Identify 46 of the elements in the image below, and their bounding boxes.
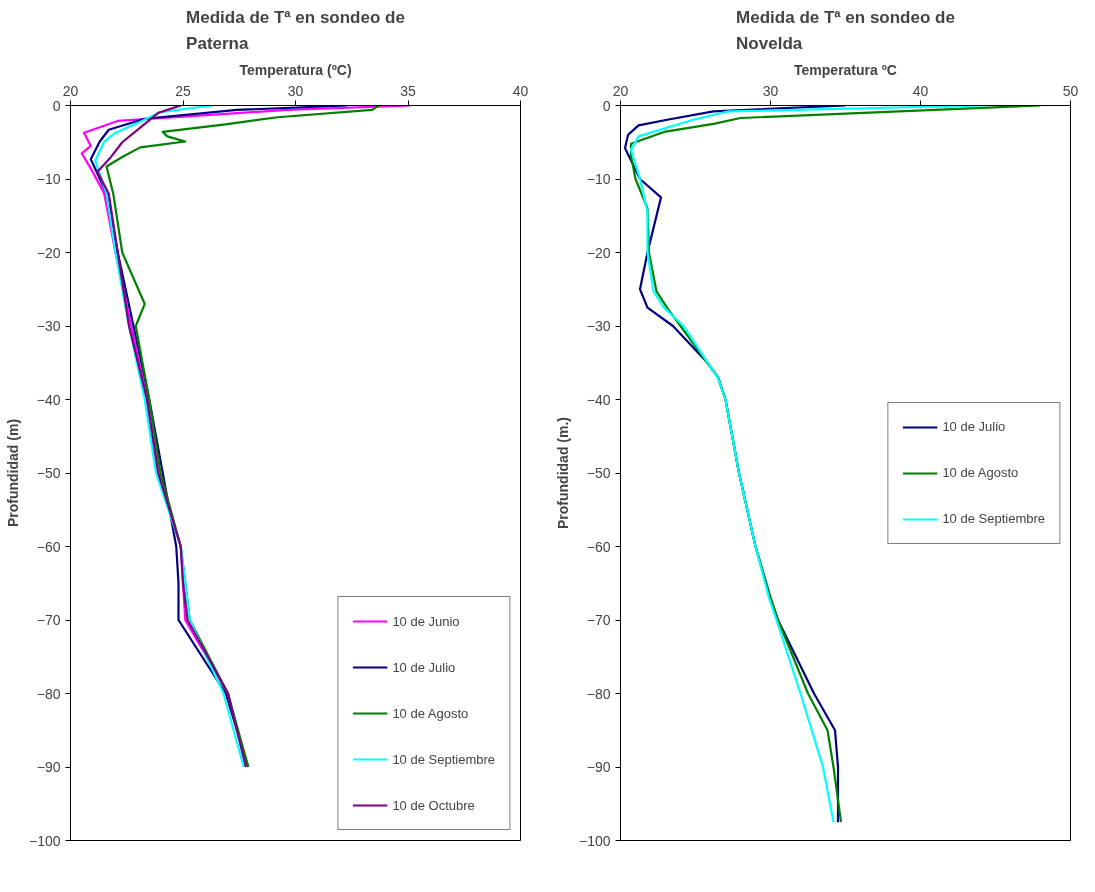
y-tick-label: −100 (578, 832, 611, 849)
y-tick-label: −100 (28, 832, 61, 849)
y-tick-label: 0 (602, 97, 611, 114)
legend-label: 10 de Julio (942, 419, 1006, 434)
x-tick-label: 30 (287, 82, 304, 99)
y-tick-label: −10 (36, 171, 61, 187)
chart-title: Medida de Tª en sondeo de Paterna (186, 7, 405, 54)
x-axis-title: Temperatura ºC (794, 61, 897, 78)
x-tick-label: 50 (1062, 82, 1079, 99)
x-tick-label: 30 (762, 82, 779, 99)
y-tick-label: −80 (586, 685, 611, 702)
x-tick-label: 35 (400, 82, 416, 99)
legend-label: 10 de Agosto (392, 705, 469, 721)
legend-label: 10 de Julio (392, 659, 456, 675)
x-tick-label: 20 (612, 82, 629, 99)
y-tick-label: 0 (52, 97, 61, 114)
y-tick-label: −60 (36, 538, 61, 555)
legend-label: 10 de Septiembre (942, 511, 1045, 526)
y-tick-label: −30 (36, 318, 61, 334)
legend-label: 10 de Octubre (392, 797, 475, 813)
x-tick-label: 40 (512, 82, 529, 99)
legend-label: 10 de Agosto (942, 465, 1019, 480)
y-tick-label: −60 (586, 538, 611, 555)
y-tick-label: −20 (586, 244, 611, 261)
y-axis-title: Profundidad (m) (4, 418, 21, 528)
x-tick-label: 40 (912, 82, 929, 99)
y-tick-label: −20 (36, 244, 61, 261)
chart-title: Medida de Tª en sondeo de Novelda (736, 7, 955, 54)
y-tick-label: −80 (36, 685, 61, 702)
legend-label: 10 de Septiembre (392, 751, 495, 767)
x-tick-label: 25 (175, 82, 191, 99)
y-tick-label: −50 (586, 465, 611, 481)
y-tick-label: −50 (36, 465, 61, 481)
y-axis-title: Profundidad (m.) (554, 416, 571, 529)
y-tick-label: −70 (36, 612, 61, 628)
legend-label: 10 de Junio (392, 613, 460, 629)
y-tick-label: −40 (36, 391, 61, 408)
x-axis-title: Temperatura (ºC) (239, 61, 352, 78)
y-tick-label: −70 (586, 612, 611, 628)
y-tick-label: −90 (36, 759, 61, 775)
y-tick-label: −30 (586, 318, 611, 334)
x-tick-label: 20 (62, 82, 79, 99)
y-tick-label: −40 (586, 391, 611, 408)
y-tick-label: −90 (586, 759, 611, 775)
line-series (105, 105, 380, 769)
y-tick-label: −10 (586, 171, 611, 187)
